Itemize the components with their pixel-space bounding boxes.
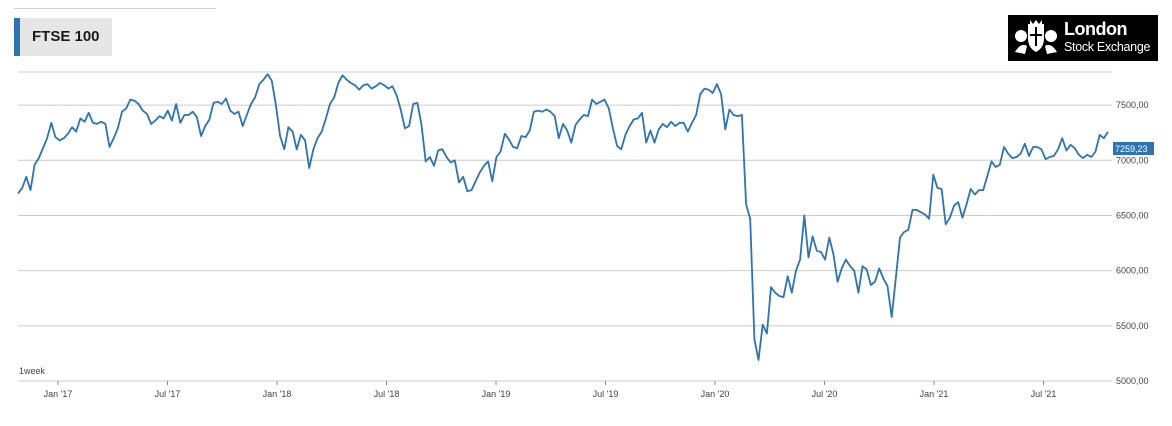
y-tick-label: 7000,00 (1116, 155, 1149, 165)
y-tick-label: 6500,00 (1116, 210, 1149, 220)
x-axis-ticks: Jan '17 Jul '17 Jan '18 Jul '18 Jan '19 Jul '… (44, 381, 1057, 399)
header-rule (14, 8, 216, 9)
logo-wordmark: London (1064, 19, 1127, 39)
chart-title-box: FTSE 100 (14, 18, 112, 56)
x-tick-label: Jul '19 (593, 389, 619, 399)
x-tick-label: Jan '19 (482, 389, 511, 399)
x-tick-label: Jul '17 (155, 389, 181, 399)
y-tick-label: 5500,00 (1116, 321, 1149, 331)
y-tick-label: 6000,00 (1116, 266, 1149, 276)
y-tick-label: 5000,00 (1116, 376, 1149, 386)
x-tick-label: Jan '21 (920, 389, 949, 399)
x-tick-label: Jul '21 (1031, 389, 1057, 399)
coat-of-arms-icon (1015, 20, 1057, 54)
ftse-series-line (17, 73, 1109, 361)
y-axis-ticks: 5000,00 5500,00 6000,00 6500,00 7000,00 7500,… (1116, 100, 1149, 386)
last-value-badge: 7259,23 (1113, 142, 1154, 155)
x-tick-label: Jul '18 (374, 389, 400, 399)
range-label: 1week (19, 366, 46, 376)
last-value-label: 7259,23 (1115, 144, 1148, 154)
x-tick-label: Jan '20 (701, 389, 730, 399)
y-tick-label: 7500,00 (1116, 100, 1149, 110)
title-accent-bar (14, 18, 20, 56)
lse-logo: London Stock Exchange (1008, 15, 1158, 61)
x-tick-label: Jan '18 (263, 389, 292, 399)
chart-title: FTSE 100 (32, 28, 100, 45)
logo-subtitle: Stock Exchange (1064, 40, 1151, 54)
x-tick-label: Jan '17 (44, 389, 73, 399)
x-tick-label: Jul '20 (812, 389, 838, 399)
